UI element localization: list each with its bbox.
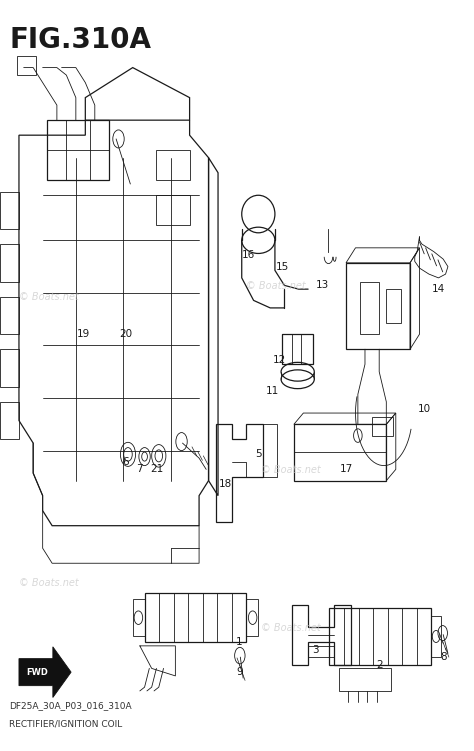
Text: 15: 15 [275,261,289,272]
Bar [156,150,190,180]
Text: 16: 16 [242,250,255,261]
Text: 7: 7 [137,464,143,475]
Text: © Boats.net: © Boats.net [19,292,79,303]
Bar [346,263,410,349]
Text: 3: 3 [312,644,319,655]
Text: 19: 19 [76,329,90,339]
Text: 2: 2 [376,659,383,670]
Text: 12: 12 [273,355,286,366]
Bar [263,424,277,477]
Bar [329,608,431,665]
Text: 14: 14 [432,284,445,294]
Bar [145,593,246,642]
Text: 21: 21 [150,464,163,475]
Text: 11: 11 [266,385,279,396]
Text: © Boats.net: © Boats.net [261,623,320,633]
Text: © Boats.net: © Boats.net [19,578,79,588]
Bar [282,334,313,364]
Text: © Boats.net: © Boats.net [261,465,320,475]
Text: 20: 20 [119,329,132,339]
Text: FIG.310A: FIG.310A [9,26,152,54]
Bar [156,195,190,225]
Text: FWD: FWD [26,668,48,677]
Text: 8: 8 [440,652,447,662]
Text: © Boats.net: © Boats.net [246,281,306,291]
Bar [372,417,393,436]
Bar [386,289,401,323]
Text: 13: 13 [316,280,329,291]
Bar [294,424,386,481]
Text: 10: 10 [418,404,431,415]
Text: DF25A_30A_P03_016_310A: DF25A_30A_P03_016_310A [9,701,132,710]
Polygon shape [19,647,71,698]
Text: 6: 6 [122,457,129,467]
Bar [360,282,379,334]
Text: 17: 17 [339,464,353,475]
Text: 18: 18 [219,479,232,490]
Bar [47,120,109,180]
Bar [17,56,36,75]
Text: RECTIFIER/IGNITION COIL: RECTIFIER/IGNITION COIL [9,719,123,728]
Text: 9: 9 [236,667,243,677]
Text: 5: 5 [255,449,262,460]
Text: 1: 1 [236,637,243,647]
